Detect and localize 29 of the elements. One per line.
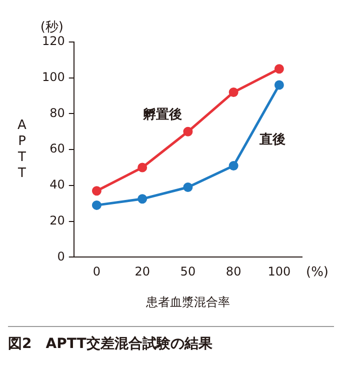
- x-tick-label: 50: [180, 264, 196, 279]
- point: [228, 160, 238, 170]
- x-tick-label: 0: [92, 264, 101, 279]
- y-axis-title: APTT: [17, 118, 27, 181]
- x-tick-label: 80: [226, 264, 242, 279]
- text: (秒): [40, 20, 64, 35]
- text: 図2 APTT交差混合試験の結果: [8, 326, 334, 353]
- point: [138, 162, 148, 172]
- point: [138, 194, 148, 204]
- point: [274, 80, 284, 90]
- point: [92, 200, 102, 210]
- x-tick-label: 20: [134, 264, 150, 279]
- y-tick-label: 120: [42, 34, 65, 48]
- point: [228, 87, 238, 97]
- series-label: 孵置後: [142, 106, 182, 123]
- y-tick-label: 0: [57, 249, 65, 264]
- y-tick-label: 40: [50, 178, 65, 192]
- y-tick-label: 20: [50, 213, 65, 228]
- point: [92, 186, 102, 196]
- text: (%): [306, 265, 328, 280]
- point: [183, 182, 193, 192]
- series-label: 直後: [258, 132, 286, 148]
- x-tick-label: 100: [268, 264, 291, 279]
- x-axis-title: 患者血漿混合率: [144, 294, 230, 309]
- point: [274, 64, 284, 74]
- y-tick-label: 80: [50, 106, 65, 120]
- point: [183, 126, 193, 136]
- y-tick-label: 60: [50, 142, 65, 156]
- y-tick-label: 100: [42, 70, 65, 84]
